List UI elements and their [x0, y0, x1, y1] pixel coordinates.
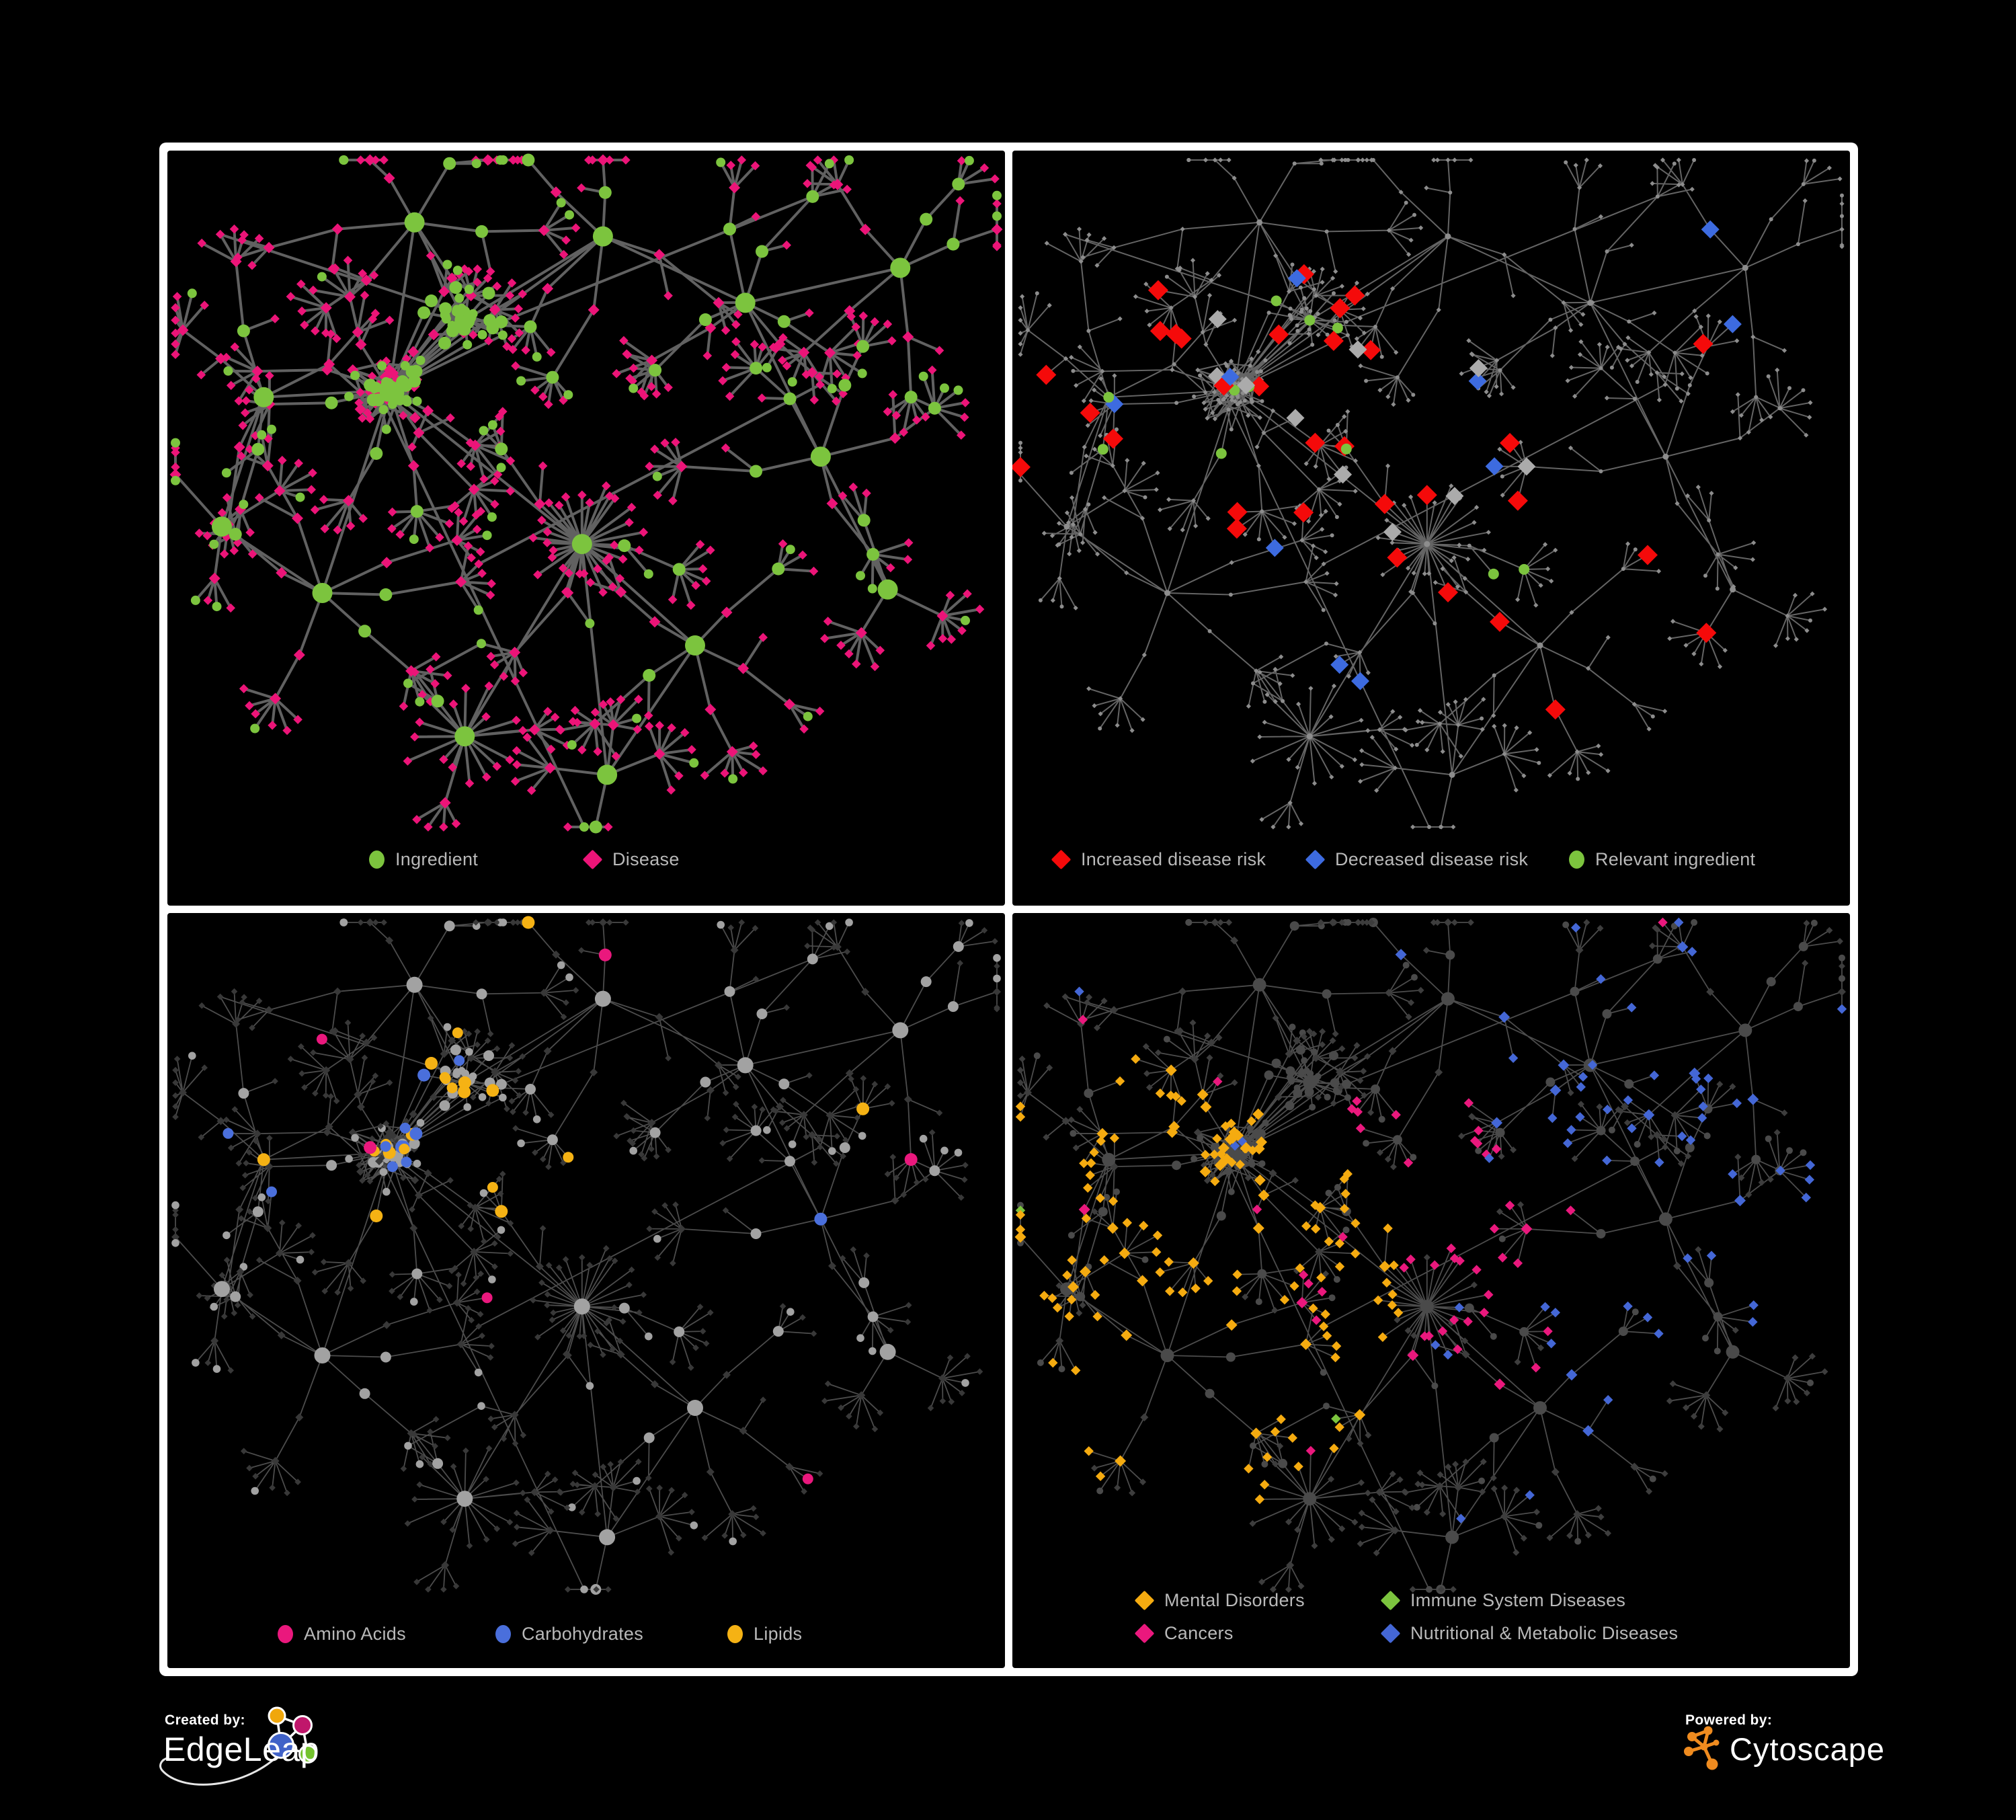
network-svg [1012, 157, 1845, 830]
network-graph-disease-risk [1012, 151, 1850, 906]
edgeleap-logo-text: EdgeLeap [163, 1731, 320, 1768]
cytoscape-credit: Powered by: Cytoscape [1684, 1710, 1912, 1811]
panel-ingredient-disease: Ingredient Disease [167, 151, 1005, 906]
network-graph-nutrient-classes [167, 913, 1005, 1668]
created-by-label: Created by: [165, 1712, 245, 1728]
network-svg [171, 916, 1001, 1595]
edgeleap-credit: Created by: EdgeLeap [159, 1706, 392, 1814]
panel-nutrient-classes: Amino Acids Carbohydrates Lipids [167, 913, 1005, 1668]
network-svg [169, 153, 1003, 834]
network-graph-ingredient-disease [167, 151, 1005, 906]
figure-frame: Ingredient Disease Increased disease risk… [159, 143, 1858, 1676]
powered-by-label: Powered by: [1685, 1712, 1773, 1728]
cytoscape-logo-text: Cytoscape [1730, 1731, 1886, 1767]
cytoscape-logo-row: Cytoscape [1684, 1726, 1885, 1772]
panel-disease-risk: Increased disease risk Decreased disease … [1012, 151, 1850, 906]
panel-disease-classes: Mental Disorders Immune System Diseases Ca… [1012, 913, 1850, 1668]
edgeleap-logo-icon [153, 1704, 361, 1805]
cytoscape-logo-icon [1684, 1726, 1724, 1772]
network-svg [1014, 917, 1847, 1594]
network-graph-disease-classes [1012, 913, 1850, 1668]
